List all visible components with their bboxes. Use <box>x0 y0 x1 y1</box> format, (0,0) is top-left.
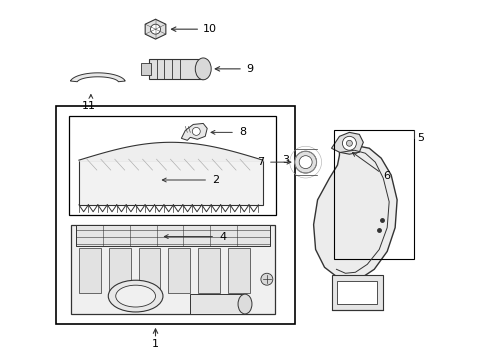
Bar <box>227 248 249 293</box>
Text: 4: 4 <box>219 231 226 242</box>
Bar <box>331 275 383 310</box>
Bar <box>79 160 263 205</box>
Ellipse shape <box>116 285 155 307</box>
Text: 9: 9 <box>245 64 253 74</box>
Circle shape <box>346 140 352 146</box>
Polygon shape <box>70 73 125 82</box>
Text: 11: 11 <box>81 100 96 111</box>
Text: 8: 8 <box>239 127 245 138</box>
Text: 5: 5 <box>416 133 423 143</box>
Bar <box>76 225 269 247</box>
Text: 7: 7 <box>256 157 264 167</box>
Bar <box>198 248 220 293</box>
Polygon shape <box>181 123 207 140</box>
Bar <box>138 248 160 293</box>
Circle shape <box>192 127 200 135</box>
Ellipse shape <box>108 280 163 312</box>
Text: 10: 10 <box>203 24 217 34</box>
Polygon shape <box>313 145 396 281</box>
Bar <box>334 130 413 260</box>
Text: 3: 3 <box>281 155 288 165</box>
Circle shape <box>150 24 160 34</box>
Text: 1: 1 <box>152 339 159 349</box>
Bar <box>190 294 244 314</box>
Circle shape <box>342 136 356 150</box>
Bar <box>168 248 190 293</box>
Bar <box>56 105 294 324</box>
Text: 2: 2 <box>212 175 219 185</box>
Polygon shape <box>145 19 165 39</box>
Bar <box>108 248 130 293</box>
Bar <box>148 59 203 79</box>
Ellipse shape <box>195 58 211 80</box>
Bar <box>71 225 274 314</box>
Polygon shape <box>331 132 363 154</box>
Ellipse shape <box>294 151 316 173</box>
Bar <box>79 248 101 293</box>
Bar <box>337 281 376 304</box>
Bar <box>141 63 150 75</box>
Bar <box>69 116 275 215</box>
Ellipse shape <box>299 156 311 168</box>
Text: 6: 6 <box>383 171 389 181</box>
Ellipse shape <box>238 294 251 314</box>
Circle shape <box>261 273 272 285</box>
